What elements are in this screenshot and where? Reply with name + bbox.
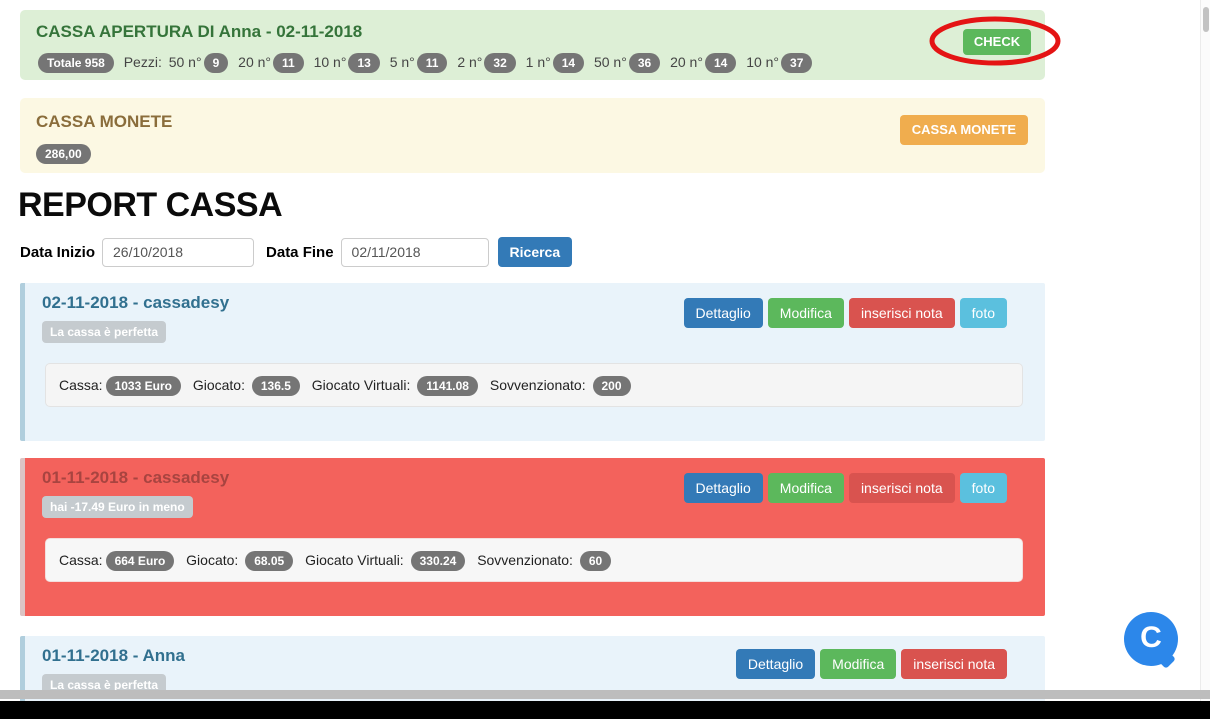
denom-label: 20 n° bbox=[238, 54, 272, 70]
inserisci-nota-button[interactable]: inserisci nota bbox=[848, 473, 955, 503]
sovvenzionato-label: Sovvenzionato: bbox=[477, 552, 573, 568]
giocato-virtuali-label: Giocato Virtuali: bbox=[311, 377, 411, 393]
giocato-virtuali-value-badge: 1141.08 bbox=[417, 376, 478, 396]
chat-logo-icon: C bbox=[1140, 621, 1162, 654]
end-date-input[interactable] bbox=[340, 237, 489, 267]
check-button[interactable]: CHECK bbox=[963, 29, 1031, 55]
sovvenzionato-label: Sovvenzionato: bbox=[489, 377, 586, 393]
monete-amount-badge: 286,00 bbox=[36, 144, 91, 164]
denom-count-badge: 14 bbox=[552, 53, 585, 73]
cassa-monete-button[interactable]: CASSA MONETE bbox=[899, 115, 1028, 145]
inserisci-nota-button[interactable]: inserisci nota bbox=[848, 298, 955, 328]
cassa-apertura-panel: CASSA APERTURA DI Anna - 02-11-2018 Tota… bbox=[20, 10, 1045, 80]
modifica-button[interactable]: Modifica bbox=[767, 298, 844, 328]
stats-line: Cassa: 1033 Euro Giocato: 136.5 Giocato V… bbox=[46, 364, 1022, 396]
denominations-row: Totale 958 Pezzi: 50 n° 9 20 n° 11 10 n° 13… bbox=[36, 53, 815, 73]
dettaglio-button[interactable]: Dettaglio bbox=[683, 298, 763, 328]
scrollbar-track[interactable] bbox=[1200, 0, 1210, 719]
denom-count-badge: 13 bbox=[348, 53, 380, 73]
bottom-gray-bar bbox=[0, 690, 1210, 699]
card-actions: Dettaglio Modifica inserisci nota bbox=[735, 649, 1007, 679]
report-card-title: 01-11-2018 - cassadesy bbox=[42, 468, 230, 487]
giocato-label: Giocato: bbox=[192, 377, 245, 393]
scrollbar-thumb[interactable] bbox=[1203, 7, 1209, 32]
stats-panel: Cassa: 664 Euro Giocato: 68.05 Giocato Vi… bbox=[45, 538, 1023, 582]
status-badge: hai -17.49 Euro in meno bbox=[42, 496, 193, 518]
denom-label: 20 n° bbox=[670, 54, 703, 70]
status-badge: La cassa è perfetta bbox=[42, 321, 167, 343]
giocato-value-badge: 68.05 bbox=[245, 551, 294, 571]
sovvenzionato-value-badge: 200 bbox=[592, 376, 631, 396]
denom-count-badge: 36 bbox=[628, 53, 661, 73]
report-card: 01-11-2018 - cassadesy hai -17.49 Euro i… bbox=[20, 458, 1045, 616]
cassa-label: Cassa: bbox=[59, 377, 103, 393]
denom-count-badge: 11 bbox=[416, 53, 448, 73]
page-title: REPORT CASSA bbox=[18, 186, 283, 224]
denom-label: 50 n° bbox=[168, 54, 202, 70]
foto-button[interactable]: foto bbox=[959, 473, 1007, 503]
cassa-value-badge: 664 Euro bbox=[105, 551, 175, 571]
chat-widget-button[interactable]: C bbox=[1124, 612, 1182, 670]
report-card-title: 02-11-2018 - cassadesy bbox=[42, 293, 230, 312]
card-actions: Dettaglio Modifica inserisci nota foto bbox=[683, 473, 1007, 503]
stats-panel: Cassa: 1033 Euro Giocato: 136.5 Giocato V… bbox=[45, 363, 1023, 407]
report-card: 02-11-2018 - cassadesy La cassa è perfet… bbox=[20, 283, 1045, 441]
denom-count-badge: 9 bbox=[203, 53, 229, 73]
giocato-label: Giocato: bbox=[186, 552, 239, 568]
inserisci-nota-button[interactable]: inserisci nota bbox=[901, 649, 1007, 679]
end-date-label: Data Fine bbox=[266, 243, 334, 261]
cassa-label: Cassa: bbox=[59, 552, 103, 568]
denom-label: 10 n° bbox=[746, 54, 780, 70]
sovvenzionato-value-badge: 60 bbox=[579, 551, 612, 571]
totale-badge: Totale 958 bbox=[38, 53, 114, 73]
denom-count-badge: 14 bbox=[704, 53, 737, 73]
denom-label: 2 n° bbox=[457, 54, 483, 70]
foto-button[interactable]: foto bbox=[959, 298, 1007, 328]
denom-label: 50 n° bbox=[593, 54, 627, 70]
giocato-virtuali-label: Giocato Virtuali: bbox=[305, 552, 404, 568]
date-filter-form: Data Inizio Data Fine Ricerca bbox=[20, 237, 573, 267]
report-card-title: 01-11-2018 - Anna bbox=[42, 646, 185, 665]
giocato-virtuali-value-badge: 330.24 bbox=[410, 551, 466, 571]
start-date-input[interactable] bbox=[102, 237, 255, 267]
cassa-monete-title: CASSA MONETE bbox=[36, 112, 173, 131]
bottom-black-bar bbox=[0, 701, 1210, 719]
dettaglio-button[interactable]: Dettaglio bbox=[735, 649, 816, 679]
cassa-monete-panel: CASSA MONETE 286,00 CASSA MONETE bbox=[20, 98, 1045, 173]
pezzi-label: Pezzi: bbox=[123, 54, 162, 70]
giocato-value-badge: 136.5 bbox=[251, 376, 300, 396]
denom-label: 1 n° bbox=[525, 54, 551, 70]
denom-count-badge: 37 bbox=[781, 53, 813, 73]
start-date-label: Data Inizio bbox=[20, 243, 96, 261]
denom-count-badge: 11 bbox=[273, 53, 304, 73]
stats-line: Cassa: 664 Euro Giocato: 68.05 Giocato Vi… bbox=[46, 539, 1022, 571]
denom-label: 10 n° bbox=[313, 54, 347, 70]
search-button[interactable]: Ricerca bbox=[497, 237, 573, 267]
chat-bubble-icon bbox=[1124, 612, 1178, 666]
cassa-apertura-title: CASSA APERTURA DI Anna - 02-11-2018 bbox=[36, 22, 363, 41]
modifica-button[interactable]: Modifica bbox=[767, 473, 844, 503]
denom-count-badge: 32 bbox=[484, 53, 516, 73]
cassa-value-badge: 1033 Euro bbox=[105, 376, 181, 396]
modifica-button[interactable]: Modifica bbox=[820, 649, 897, 679]
denom-label: 5 n° bbox=[389, 54, 415, 70]
card-actions: Dettaglio Modifica inserisci nota foto bbox=[683, 298, 1007, 328]
dettaglio-button[interactable]: Dettaglio bbox=[683, 473, 763, 503]
